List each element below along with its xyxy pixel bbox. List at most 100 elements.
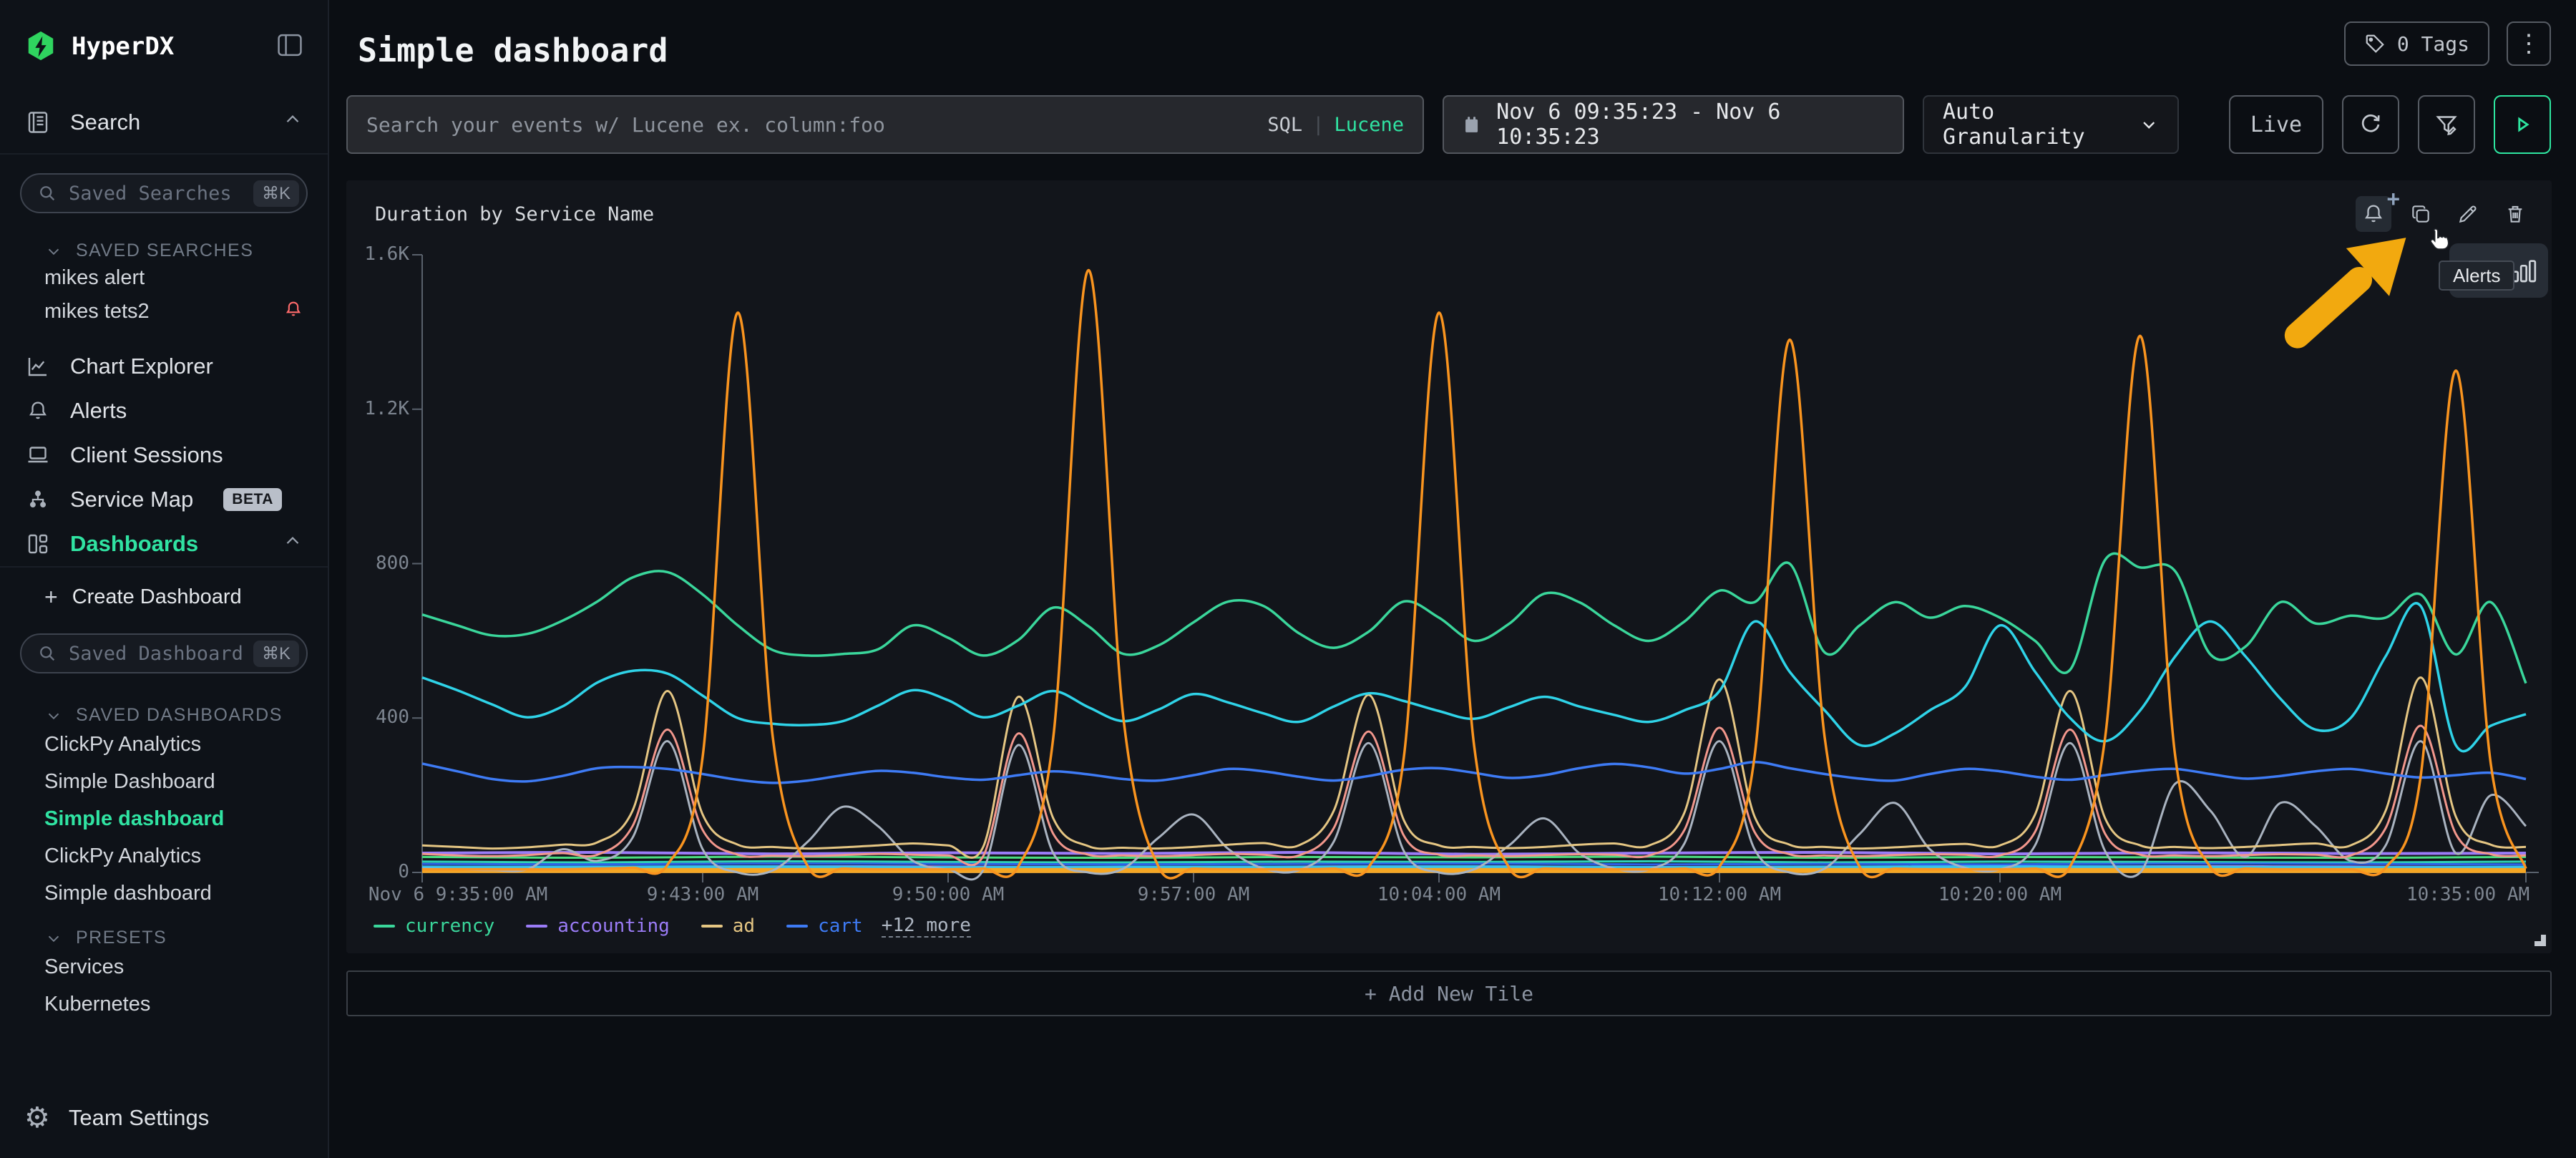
x-tick-label: 9:57:00 AM xyxy=(1137,884,1250,905)
dashboards-icon xyxy=(24,531,52,557)
tags-button[interactable]: 0 Tags xyxy=(2343,21,2489,66)
saved-dashboard-item[interactable]: ClickPy Analytics xyxy=(44,732,202,756)
series-unnamed xyxy=(421,740,2527,881)
series-unnamed xyxy=(421,724,2527,867)
x-tick-label: 10:20:00 AM xyxy=(1938,884,2062,905)
beta-badge: BETA xyxy=(223,488,282,511)
gear-icon: ⚙ xyxy=(24,1101,50,1134)
series-ad xyxy=(421,676,2527,859)
create-alert-button[interactable]: + xyxy=(2356,186,2400,232)
saved-dashboard-item[interactable]: Simple dashboard xyxy=(44,881,212,905)
sidebar-item-dashboards[interactable]: Dashboards xyxy=(0,522,328,566)
presets-section[interactable]: PRESETS xyxy=(44,928,303,948)
sql-toggle[interactable]: SQL xyxy=(1267,113,1303,136)
series-accounting xyxy=(421,850,2527,856)
search-icon xyxy=(40,186,55,201)
main-content: Simple dashboard 0 Tags ⋮ SQL | Lucene xyxy=(329,0,2576,1158)
run-query-button[interactable] xyxy=(2494,95,2551,154)
bell-icon xyxy=(2365,205,2382,223)
lucene-toggle[interactable]: Lucene xyxy=(1334,113,1404,136)
x-tick-label: 10:12:00 AM xyxy=(1657,884,1782,905)
chevron-down-icon xyxy=(48,248,59,255)
legend-label: cart xyxy=(818,915,863,937)
sidebar-nav: Chart Explorer Alerts Client Sessions xyxy=(0,344,328,566)
event-search-box[interactable]: SQL | Lucene xyxy=(346,95,1424,154)
x-tick-label: Nov 6 9:35:00 AM xyxy=(368,884,548,905)
legend-label: accounting xyxy=(557,915,670,937)
saved-dashboards-search[interactable]: ⌘K xyxy=(20,633,308,673)
event-search-input[interactable] xyxy=(366,112,1258,137)
sidebar-item-service-map[interactable]: Service Map BETA xyxy=(0,477,328,522)
pencil-icon xyxy=(2459,205,2477,223)
legend-label: ad xyxy=(732,915,756,937)
page-title: Simple dashboard xyxy=(358,31,668,69)
copy-icon xyxy=(2412,205,2429,223)
x-tick-label: 10:04:00 AM xyxy=(1377,884,1501,905)
legend-dash xyxy=(701,925,723,928)
sidebar-item-alerts[interactable]: Alerts xyxy=(0,389,328,433)
refresh-icon xyxy=(2361,114,2380,132)
legend-item[interactable]: cart xyxy=(786,915,863,937)
chart-tile[interactable]: Duration by Service Name + xyxy=(346,180,2552,953)
time-range-picker[interactable]: Nov 6 09:35:23 - Nov 6 10:35:23 xyxy=(1443,95,1904,154)
journal-icon xyxy=(24,110,52,135)
preset-item[interactable]: Kubernetes xyxy=(44,992,151,1016)
tile-actions: + xyxy=(2356,186,2533,232)
sidebar-item-search[interactable]: Search xyxy=(0,100,328,145)
saved-search-item[interactable]: mikes tets2 xyxy=(0,295,328,329)
sidebar-item-label: Search xyxy=(70,110,141,135)
x-tick-label: 9:50:00 AM xyxy=(892,884,1005,905)
filter-button[interactable] xyxy=(2418,95,2475,154)
trash-icon xyxy=(2508,205,2522,223)
plus-icon: + xyxy=(2386,186,2400,212)
refresh-button[interactable] xyxy=(2342,95,2399,154)
chart-plot-area[interactable] xyxy=(412,254,2539,882)
saved-dashboards-input[interactable] xyxy=(69,642,242,665)
sidebar-item-chart-explorer[interactable]: Chart Explorer xyxy=(0,344,328,389)
saved-dashboard-item[interactable]: Simple Dashboard xyxy=(44,769,215,793)
y-tick-label: 0 xyxy=(398,861,409,882)
legend-item[interactable]: accounting xyxy=(526,915,670,937)
dashboard-menu-button[interactable]: ⋮ xyxy=(2507,21,2551,66)
saved-search-item[interactable]: mikes alert xyxy=(44,266,145,289)
divider xyxy=(0,153,328,155)
legend-more-link[interactable]: +12 more xyxy=(881,915,971,938)
chevron-up-icon[interactable] xyxy=(282,109,303,136)
y-tick-label: 800 xyxy=(376,552,409,574)
sidebar-item-client-sessions[interactable]: Client Sessions xyxy=(0,433,328,477)
sidebar: HyperDX Search xyxy=(0,0,329,1158)
legend-dash xyxy=(374,925,395,928)
duplicate-tile-button[interactable] xyxy=(2403,196,2439,232)
collapse-sidebar-icon[interactable] xyxy=(276,33,303,61)
live-button[interactable]: Live xyxy=(2229,95,2323,154)
tile-resize-handle[interactable] xyxy=(2534,935,2546,946)
granularity-select[interactable]: Auto Granularity xyxy=(1923,95,2179,154)
alerts-tooltip: Alerts xyxy=(2439,261,2515,291)
saved-searches-section[interactable]: SAVED SEARCHES xyxy=(44,240,303,261)
saved-dashboard-item-active[interactable]: Simple dashboard xyxy=(44,807,225,830)
chart-legend: currency accounting ad cart +12 more xyxy=(374,915,971,938)
service-map-icon xyxy=(24,487,52,512)
chevron-down-icon xyxy=(2142,122,2155,129)
x-tick-label: 9:43:00 AM xyxy=(646,884,759,905)
shortcut-badge: ⌘K xyxy=(253,640,299,667)
line-chart xyxy=(412,254,2539,882)
saved-dashboards-section[interactable]: SAVED DASHBOARDS xyxy=(44,705,303,726)
legend-item[interactable]: currency xyxy=(374,915,494,937)
series-unnamed xyxy=(421,865,2527,871)
create-dashboard-button[interactable]: + Create Dashboard xyxy=(44,583,242,610)
legend-item[interactable]: ad xyxy=(701,915,755,937)
sidebar-item-team-settings[interactable]: ⚙ Team Settings xyxy=(24,1101,210,1134)
chevron-up-icon[interactable] xyxy=(282,530,303,558)
saved-searches-input[interactable] xyxy=(69,182,242,205)
preset-item[interactable]: Services xyxy=(44,955,125,978)
saved-dashboard-item[interactable]: ClickPy Analytics xyxy=(44,844,202,867)
edit-tile-button[interactable] xyxy=(2450,196,2486,232)
tag-icon xyxy=(2366,34,2384,53)
saved-searches-search[interactable]: ⌘K xyxy=(20,173,308,213)
y-tick-label: 1.2K xyxy=(364,397,409,419)
delete-tile-button[interactable] xyxy=(2497,196,2533,232)
add-new-tile-button[interactable]: + Add New Tile xyxy=(346,970,2552,1016)
series-currency xyxy=(421,552,2527,684)
y-tick-label: 400 xyxy=(376,706,409,729)
